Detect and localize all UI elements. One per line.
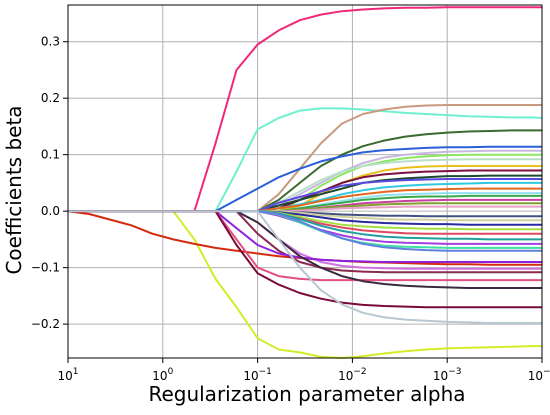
x-tick-label: 100 xyxy=(152,367,173,383)
x-tick-label: 10−1 xyxy=(243,367,272,383)
y-tick-label: −0.1 xyxy=(31,261,60,275)
x-axis-ticks: 101 100 10−1 10−2 10−3 10−4 xyxy=(57,358,550,383)
x-axis-label: Regularization parameter alpha xyxy=(148,382,465,406)
y-tick-label: 0.3 xyxy=(41,35,60,49)
y-tick-label: 0.2 xyxy=(41,91,60,105)
y-axis-label: Coefficients beta xyxy=(2,105,26,274)
series-line-37 xyxy=(68,210,542,324)
x-tick-label: 10−4 xyxy=(528,367,550,383)
series-group xyxy=(67,6,543,359)
x-tick-label: 10−2 xyxy=(338,367,367,383)
grid xyxy=(67,5,543,358)
x-tick-label: 101 xyxy=(57,367,78,383)
y-tick-label: 0.1 xyxy=(41,148,60,162)
y-tick-label: −0.2 xyxy=(31,317,60,331)
y-axis-ticks: 0.3 0.2 0.1 0.0 −0.1 −0.2 xyxy=(31,35,68,331)
y-tick-label: 0.0 xyxy=(41,204,60,218)
plot-frame xyxy=(67,4,543,359)
x-tick-label: 10−3 xyxy=(433,367,462,383)
